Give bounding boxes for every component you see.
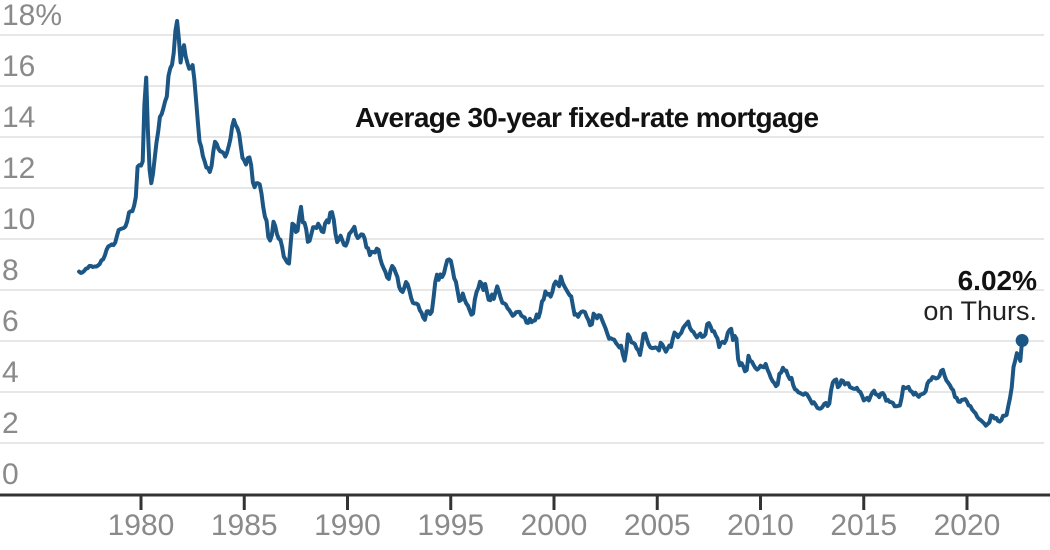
rate-line	[77, 19, 1025, 428]
x-axis-label: 1995	[417, 509, 485, 542]
y-axis-label: 8	[2, 254, 19, 287]
y-axis-label: 16	[2, 50, 36, 83]
y-axis-label: 4	[2, 356, 19, 389]
end-dot	[1015, 334, 1029, 347]
chart-title: Average 30-year fixed-rate mortgage	[355, 102, 819, 133]
x-axis-label: 2005	[623, 509, 691, 542]
x-axis-label: 1990	[314, 509, 381, 542]
y-axis-label: 6	[2, 305, 19, 338]
x-axis-label: 2010	[727, 509, 794, 542]
latest-value-label: 6.02%	[957, 265, 1037, 296]
x-axis-label: 2015	[830, 509, 898, 542]
y-axis-label: 14	[2, 101, 36, 134]
y-axis-label: 18%	[2, 0, 63, 32]
x-axis-label: 1980	[107, 509, 175, 542]
x-axis-label: 2020	[933, 509, 1001, 542]
latest-value-annotation: 6.02% on Thurs.	[923, 265, 1037, 327]
y-axis-label: 10	[2, 203, 36, 236]
y-axis-label: 12	[2, 152, 36, 185]
x-axis-label: 2000	[520, 509, 588, 542]
y-axis-label: 2	[2, 407, 19, 440]
y-axis-label: 0	[2, 458, 19, 491]
latest-value-note: on Thurs.	[923, 296, 1037, 326]
x-axis-label: 1985	[210, 509, 278, 542]
